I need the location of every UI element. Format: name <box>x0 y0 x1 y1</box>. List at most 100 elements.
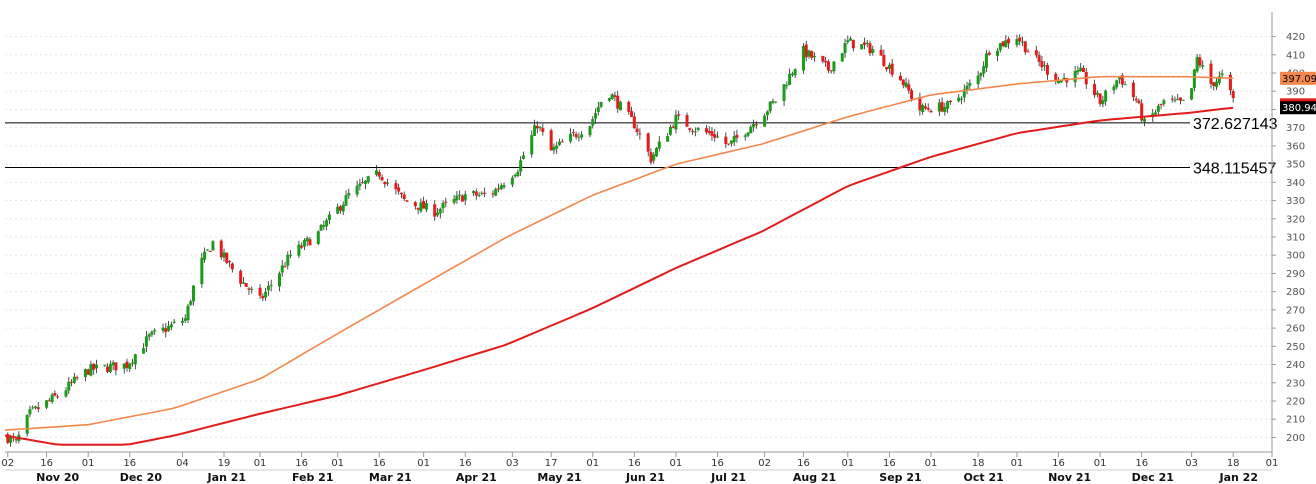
x-month-label: Sep 21 <box>879 471 921 484</box>
candle-up <box>599 101 603 107</box>
candle-down <box>258 287 262 296</box>
x-tick-label: 03 <box>1185 458 1198 469</box>
candle-up <box>344 195 348 206</box>
y-tick-label: 320 <box>1286 214 1305 225</box>
candle-up <box>1115 80 1119 88</box>
candle-up <box>205 249 209 251</box>
candle-up <box>103 364 107 366</box>
candle-down <box>483 192 487 194</box>
candle-up <box>435 212 439 216</box>
candle-up <box>729 140 733 144</box>
y-tick-label: 280 <box>1286 287 1305 298</box>
candle-up <box>172 321 176 323</box>
candle-down <box>898 75 902 81</box>
candle-down <box>677 114 681 116</box>
candle-down <box>308 239 312 246</box>
candle-up <box>510 177 514 185</box>
candle-down <box>1037 55 1041 62</box>
candle-up <box>50 394 54 402</box>
candle-up <box>865 42 869 44</box>
candle-down <box>106 366 110 372</box>
candle-down <box>1093 84 1097 96</box>
candle-down <box>907 84 911 91</box>
moving-averages <box>4 75 1234 446</box>
candle-up <box>1076 70 1080 73</box>
candle-up <box>674 114 678 130</box>
candle-up <box>732 136 736 143</box>
candle-down <box>685 115 689 127</box>
candle-down <box>707 130 711 133</box>
candle-down <box>1081 67 1085 72</box>
candle-up <box>668 127 672 135</box>
y-tick-label: 290 <box>1286 269 1305 280</box>
candle-up <box>169 324 173 328</box>
candle-down <box>691 130 695 132</box>
candle-up <box>588 126 592 136</box>
candle-down <box>383 181 387 185</box>
candle-up <box>1176 98 1180 100</box>
candle-up <box>269 284 273 286</box>
candle-up <box>657 141 661 149</box>
candle-up <box>438 208 442 214</box>
candle-down <box>6 434 10 443</box>
candle-up <box>530 135 534 155</box>
y-tick-label: 220 <box>1286 396 1305 407</box>
y-tick-label: 370 <box>1286 123 1305 134</box>
candle-up <box>774 101 778 103</box>
support-line-label: 348.115457 <box>1193 161 1276 178</box>
candle-down <box>754 124 758 126</box>
candle-down <box>574 134 578 138</box>
candle-up <box>763 115 767 127</box>
candle-up <box>785 85 789 87</box>
candle-up <box>921 105 925 112</box>
candle-up <box>984 53 988 68</box>
candle-down <box>910 90 914 99</box>
y-tick-label: 230 <box>1286 378 1305 389</box>
candle-down <box>1131 82 1135 98</box>
candle-up <box>94 364 98 369</box>
candle-up <box>375 170 379 175</box>
candle-up <box>957 97 961 102</box>
candle-up <box>655 147 659 157</box>
candle-down <box>918 97 922 111</box>
candle-up <box>203 251 207 260</box>
candle-up <box>211 241 215 251</box>
candle-up <box>887 64 891 69</box>
candle-down <box>885 67 889 70</box>
x-month-label: May 21 <box>537 471 581 484</box>
candle-up <box>480 192 484 194</box>
candle-down <box>219 240 223 258</box>
candle-up <box>652 154 656 161</box>
candle-down <box>53 393 57 396</box>
candle-down <box>821 55 825 62</box>
candle-down <box>638 133 642 135</box>
candle-down <box>208 250 212 252</box>
candle-up <box>1043 65 1047 67</box>
candle-down <box>1018 37 1022 42</box>
candle-down <box>399 192 403 195</box>
candle-down <box>1228 74 1232 91</box>
candle-up <box>366 176 370 183</box>
candle-up <box>618 101 622 111</box>
x-tick-label: 16 <box>123 458 136 469</box>
candle-down <box>1198 57 1202 66</box>
candle-up <box>31 407 35 409</box>
candle-down <box>1007 38 1011 44</box>
candle-up <box>441 202 445 209</box>
candle-down <box>125 361 129 368</box>
candle-up <box>1192 69 1196 89</box>
candle-down <box>810 51 814 58</box>
x-tick-label: 16 <box>797 458 810 469</box>
moving-average-slow-line <box>4 106 1234 446</box>
candle-up <box>843 42 847 54</box>
candle-up <box>502 185 506 188</box>
candle-up <box>322 225 326 227</box>
grid-layer <box>5 36 1272 438</box>
x-month-label: Jul 21 <box>710 471 746 484</box>
candle-up <box>186 305 190 321</box>
y-tick-label: 200 <box>1286 433 1305 444</box>
candle-up <box>1181 99 1185 101</box>
candle-down <box>413 202 417 207</box>
candle-down <box>940 102 944 112</box>
x-tick-label: 16 <box>40 458 53 469</box>
